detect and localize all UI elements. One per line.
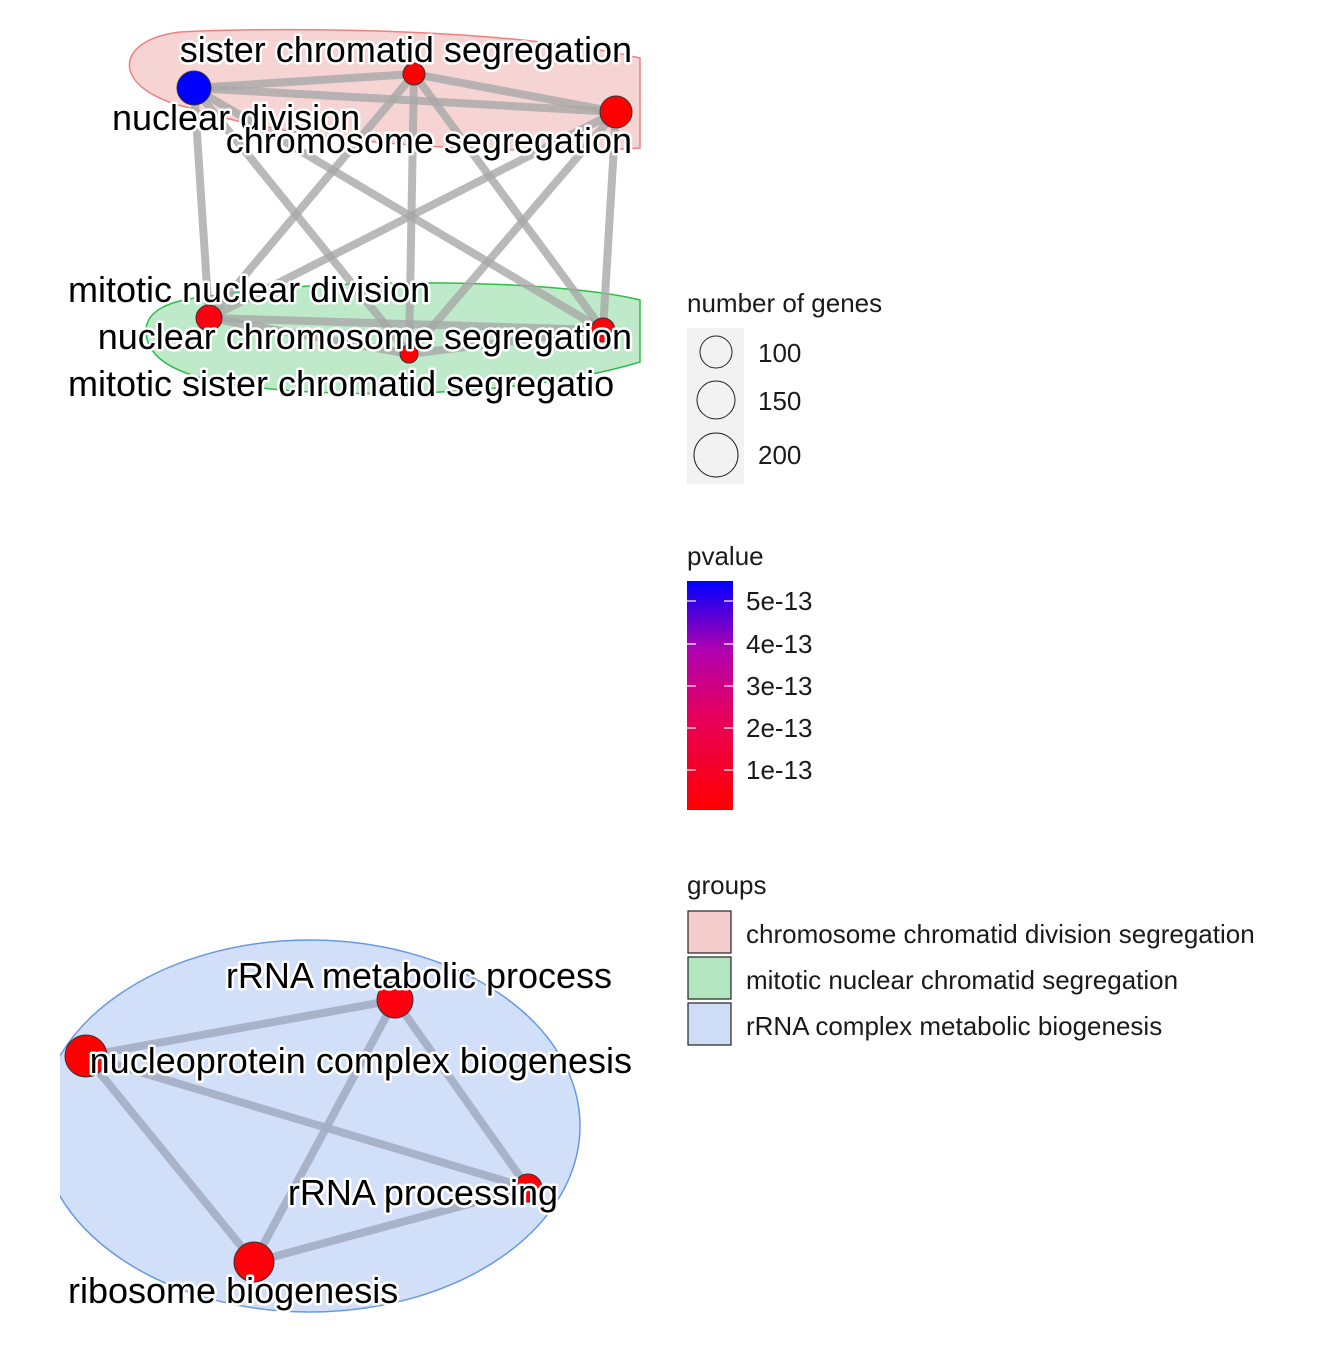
legend-size-label-200: 200 bbox=[758, 440, 801, 470]
network-panel: sister chromatid segregation nuclear div… bbox=[60, 27, 641, 1314]
label-nuclear-division: nuclear division bbox=[112, 97, 360, 138]
node-chromosome-segregation[interactable] bbox=[599, 95, 633, 129]
edge bbox=[250, 998, 399, 1264]
node-sister-chromatid-segregation[interactable] bbox=[402, 62, 426, 86]
edges-top-cluster bbox=[190, 70, 620, 358]
label-nuclear-chromosome-segregation: nuclear chromosome segregation bbox=[98, 316, 632, 357]
node-rrna-processing[interactable] bbox=[513, 1173, 543, 1203]
edge bbox=[252, 1184, 530, 1266]
legend-groups-label-mitotic: mitotic nuclear chromatid segregation bbox=[746, 965, 1178, 995]
edge bbox=[413, 70, 617, 116]
legend-groups-swatch-rrna bbox=[687, 1002, 732, 1046]
legend-groups-swatch-mitotic bbox=[687, 956, 732, 1000]
edge bbox=[208, 314, 410, 358]
legend-groups-label-chromosome: chromosome chromatid division segregatio… bbox=[746, 919, 1255, 949]
label-ribosome-biogenesis: ribosome biogenesis bbox=[68, 1270, 398, 1311]
node-mitotic-sister-chromatid-segregation[interactable] bbox=[399, 344, 419, 364]
legend-size-swatch-200 bbox=[693, 432, 739, 478]
legend-groups-label-rrna: rRNA complex metabolic biogenesis bbox=[746, 1011, 1162, 1041]
edge bbox=[408, 326, 604, 358]
legend-size-swatch-100 bbox=[699, 335, 733, 369]
legend-groups: groups chromosome chromatid division seg… bbox=[687, 870, 1255, 1046]
node-mitotic-nuclear-division[interactable] bbox=[195, 304, 223, 332]
label-rrna-metabolic-process: rRNA metabolic process bbox=[226, 955, 612, 996]
label-chromosome-segregation: chromosome segregation bbox=[226, 120, 632, 161]
edge bbox=[190, 85, 413, 357]
node-nuclear-chromosome-segregation[interactable] bbox=[590, 317, 616, 343]
edge bbox=[410, 71, 607, 333]
nodes bbox=[64, 62, 633, 1283]
edge bbox=[85, 996, 396, 1060]
legend-groups-title: groups bbox=[687, 870, 767, 900]
edge bbox=[208, 314, 604, 334]
edge bbox=[191, 84, 606, 334]
label-ribonucleoprotein-complex-biogenesis: nucleoprotein complex biogenesis bbox=[90, 1040, 632, 1081]
node-ribonucleoprotein-complex-biogenesis[interactable] bbox=[64, 1034, 108, 1078]
edge bbox=[391, 997, 532, 1191]
edge bbox=[205, 71, 418, 321]
label-mitotic-sister-chromatid-segregation: mitotic sister chromatid segregatio bbox=[68, 363, 614, 404]
legend-pvalue-tick-5e-13: 5e-13 bbox=[746, 586, 813, 616]
label-sister-chromatid-segregation: sister chromatid segregation bbox=[180, 29, 632, 70]
legend-size: number of genes 100 150 200 bbox=[687, 288, 882, 484]
node-labels: sister chromatid segregation nuclear div… bbox=[66, 27, 635, 1314]
legend-groups-swatch-chromosome bbox=[687, 910, 732, 954]
node-rrna-metabolic-process[interactable] bbox=[376, 981, 414, 1019]
group-hull-chromosome-chromatid-division-segregation bbox=[128, 28, 641, 151]
label-mitotic-nuclear-division: mitotic nuclear division bbox=[68, 269, 430, 310]
legend-pvalue-tick-2e-13: 2e-13 bbox=[746, 713, 813, 743]
legend-size-label-100: 100 bbox=[758, 338, 801, 368]
edges-bottom-cluster bbox=[82, 996, 532, 1266]
edge bbox=[193, 70, 415, 92]
legend-pvalue-tick-4e-13: 4e-13 bbox=[746, 629, 813, 659]
legend-pvalue-tick-1e-13: 1e-13 bbox=[746, 755, 813, 785]
edge bbox=[190, 87, 213, 319]
legend-size-swatch-150 bbox=[696, 380, 736, 420]
legend-pvalue-ticks bbox=[687, 600, 733, 771]
edge bbox=[599, 111, 620, 331]
node-ribosome-biogenesis[interactable] bbox=[233, 1241, 275, 1283]
legend-size-title: number of genes bbox=[687, 288, 882, 318]
legend-pvalue-title: pvalue bbox=[687, 541, 764, 571]
label-rrna-processing: rRNA processing bbox=[288, 1172, 558, 1213]
edge bbox=[82, 1053, 258, 1265]
edge bbox=[405, 109, 620, 357]
legend-size-label-150: 150 bbox=[758, 386, 801, 416]
legend-pvalue-colorbar bbox=[687, 581, 733, 810]
edge bbox=[84, 1052, 530, 1192]
node-nuclear-division[interactable] bbox=[176, 70, 212, 106]
legend-pvalue: pvalue 5e-13 4e-13 3e-13 2e-13 1e-13 bbox=[687, 541, 813, 810]
edge bbox=[207, 108, 618, 322]
edge bbox=[193, 84, 617, 116]
legend-pvalue-tick-3e-13: 3e-13 bbox=[746, 671, 813, 701]
